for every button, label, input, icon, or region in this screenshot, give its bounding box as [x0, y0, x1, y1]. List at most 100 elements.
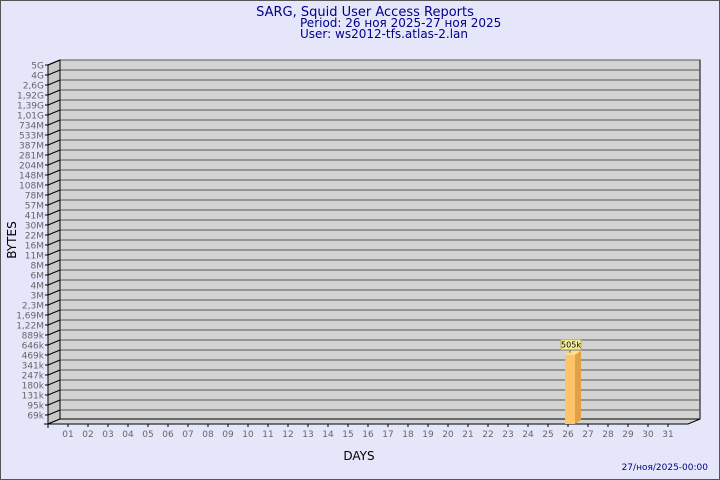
- y-tick-label: 30M: [25, 222, 44, 232]
- y-tick-diagonal: [47, 269, 61, 276]
- y-tick-label: 533M: [19, 132, 44, 142]
- y-tick-label: 1,92G: [17, 92, 44, 102]
- y-tick-label: 247k: [22, 372, 45, 382]
- y-tick-diagonal: [47, 249, 61, 256]
- y-tick-label: 889k: [22, 332, 45, 342]
- y-tick-label: 1,39G: [17, 102, 44, 112]
- y-tick-diagonal: [47, 359, 61, 366]
- x-tick-label: 29: [622, 430, 634, 440]
- x-tick-label: 23: [502, 430, 513, 440]
- y-tick-diagonal: [47, 69, 61, 76]
- y-tick-label: 1,22M: [16, 322, 44, 332]
- y-tick-label: 8M: [31, 262, 45, 272]
- y-tick-label: 2,6G: [23, 82, 44, 92]
- y-tick-diagonal: [47, 119, 61, 126]
- x-tick-label: 17: [382, 430, 393, 440]
- y-tick-label: 22M: [25, 232, 44, 242]
- bar-label-box: [560, 339, 582, 351]
- x-tick-label: 26: [562, 430, 574, 440]
- y-tick-label: 341k: [22, 362, 45, 372]
- x-tick-label: 04: [122, 430, 134, 440]
- y-tick-diagonal: [47, 369, 61, 376]
- y-tick-diagonal: [47, 149, 61, 156]
- x-tick-label: 22: [482, 430, 493, 440]
- y-tick-diagonal: [47, 179, 61, 186]
- y-tick-label: 57M: [25, 202, 44, 212]
- y-tick-label: 2,3M: [22, 302, 44, 312]
- x-tick-label: 07: [182, 430, 193, 440]
- y-tick-diagonal: [47, 229, 61, 236]
- y-tick-label: 646k: [22, 342, 45, 352]
- footer-timestamp: 27/ноя/2025-00:00: [622, 463, 709, 473]
- chart-period: Period: 26 ноя 2025-27 ноя 2025: [300, 16, 501, 30]
- x-tick-label: 31: [662, 430, 673, 440]
- y-tick-label: 95k: [27, 402, 44, 412]
- plot-floor: [47, 418, 701, 425]
- y-tick-diagonal: [47, 339, 61, 346]
- y-tick-diagonal: [47, 309, 61, 316]
- y-tick-label: 131k: [22, 392, 45, 402]
- x-tick-label: 02: [82, 430, 93, 440]
- y-tick-diagonal: [47, 109, 61, 116]
- y-tick-label: 148M: [19, 172, 44, 182]
- y-tick-label: 69k: [27, 412, 44, 422]
- x-tick-label: 01: [62, 430, 73, 440]
- x-tick-label: 08: [202, 430, 214, 440]
- y-tick-diagonal: [47, 239, 61, 246]
- x-tick-label: 28: [602, 430, 614, 440]
- y-tick-label: 108M: [19, 182, 44, 192]
- y-tick-diagonal: [47, 129, 61, 136]
- y-tick-diagonal: [47, 319, 61, 326]
- x-tick-label: 14: [322, 430, 334, 440]
- y-tick-diagonal: [47, 199, 61, 206]
- y-tick-diagonal: [47, 209, 61, 216]
- y-axis-label: BYTES: [5, 221, 19, 258]
- y-tick-label: 78M: [25, 192, 44, 202]
- x-tick-label: 24: [522, 430, 534, 440]
- y-tick-diagonal: [47, 79, 61, 86]
- y-tick-label: 4M: [31, 282, 45, 292]
- x-tick-label: 06: [162, 430, 174, 440]
- y-tick-label: 5G: [31, 62, 44, 72]
- x-tick-label: 27: [582, 430, 593, 440]
- y-tick-diagonal: [47, 219, 61, 226]
- y-tick-label: 469k: [22, 352, 45, 362]
- y-tick-diagonal: [47, 259, 61, 266]
- y-tick-label: 204M: [19, 162, 44, 172]
- chart-title: SARG, Squid User Access Reports: [256, 5, 474, 20]
- y-tick-label: 41M: [25, 212, 44, 222]
- y-tick-diagonal: [47, 169, 61, 176]
- chart-user: User: ws2012-tfs.atlas-2.lan: [300, 27, 468, 41]
- x-tick-label: 11: [262, 430, 273, 440]
- y-tick-diagonal: [47, 279, 61, 286]
- y-tick-label: 11M: [25, 252, 44, 262]
- x-tick-label: 12: [282, 430, 293, 440]
- y-tick-diagonal: [47, 89, 61, 96]
- y-tick-diagonal: [47, 59, 61, 66]
- y-tick-label: 180k: [22, 382, 45, 392]
- y-tick-label: 1,69M: [16, 312, 44, 322]
- x-tick-label: 13: [302, 430, 313, 440]
- y-tick-diagonal: [47, 329, 61, 336]
- y-tick-diagonal: [47, 139, 61, 146]
- y-tick-label: 6M: [31, 272, 45, 282]
- y-tick-label: 734M: [19, 122, 44, 132]
- x-tick-label: 15: [342, 430, 353, 440]
- x-axis-label: DAYS: [343, 449, 374, 463]
- bar-side: [575, 350, 581, 424]
- x-tick-label: 30: [642, 430, 654, 440]
- y-tick-diagonal: [47, 349, 61, 356]
- bar-value-label: 505k: [561, 341, 581, 350]
- y-tick-diagonal: [47, 189, 61, 196]
- bar-top: [565, 350, 581, 355]
- x-tick-label: 09: [222, 430, 234, 440]
- y-tick-label: 3M: [31, 292, 45, 302]
- y-tick-diagonal: [47, 379, 61, 386]
- y-tick-label: 16M: [25, 242, 44, 252]
- x-tick-label: 05: [142, 430, 153, 440]
- bar-front: [565, 354, 575, 424]
- x-tick-label: 16: [362, 430, 374, 440]
- y-tick-diagonal: [47, 99, 61, 106]
